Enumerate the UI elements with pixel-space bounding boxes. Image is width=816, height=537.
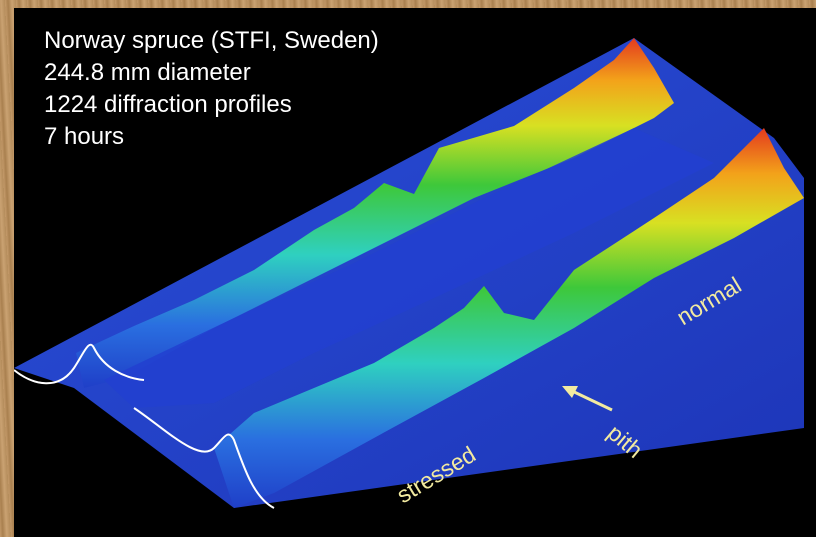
profile-edge-back — [14, 343, 145, 385]
pith-arrow-head — [562, 386, 578, 398]
caption-line-3: 1224 diffraction profiles — [44, 91, 292, 118]
trough — [104, 128, 714, 408]
ridge-front — [214, 128, 804, 508]
surface-plot — [14, 38, 804, 509]
caption-line-4: 7 hours — [44, 123, 125, 150]
pith-arrow-line — [569, 388, 613, 412]
ridge-back — [76, 38, 674, 388]
caption-line-1: Norway spruce (STFI, Sweden) — [44, 27, 379, 54]
diffraction-plot: Norway spruce (STFI, Sweden) 244.8 mm di… — [14, 8, 816, 537]
caption-line-2: 244.8 mm diameter — [44, 59, 251, 86]
caption: Norway spruce (STFI, Sweden) 244.8 mm di… — [44, 25, 379, 153]
profile-edge-front — [133, 407, 275, 509]
